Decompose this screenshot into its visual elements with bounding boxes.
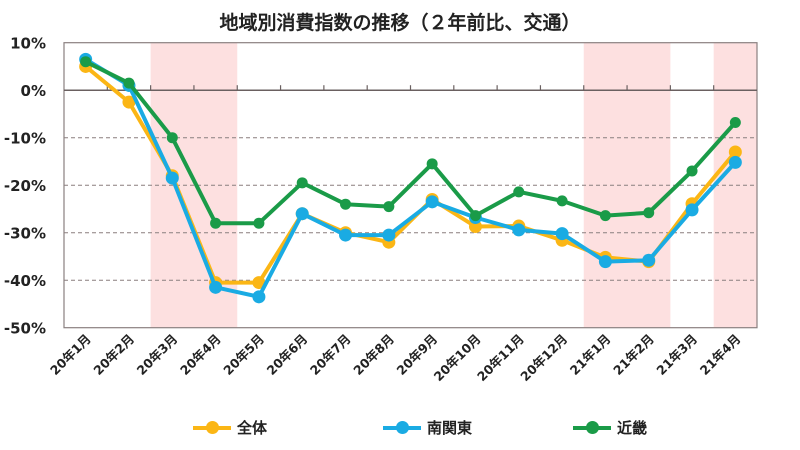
y-tick-label: 0% — [21, 82, 46, 100]
legend-marker — [206, 420, 219, 434]
x-tick-label: 20年7月 — [307, 331, 354, 378]
legend-marker — [586, 420, 599, 434]
data-point-1 — [209, 280, 223, 294]
legend-marker — [396, 420, 409, 434]
x-tick-label: 21年3月 — [653, 331, 700, 378]
x-tick-label: 20年4月 — [177, 331, 224, 378]
chart-title: 地域別消費指数の推移（２年前比、交通） — [219, 12, 581, 34]
series-line-1 — [84, 57, 737, 299]
data-point-1 — [295, 207, 309, 221]
x-tick-label: 20年3月 — [134, 331, 181, 378]
legend-label: 南関東 — [427, 419, 473, 437]
x-tick-label: 21年4月 — [697, 331, 744, 378]
legend-swatch — [573, 420, 611, 434]
data-point-1 — [382, 228, 396, 242]
data-point-1 — [165, 171, 179, 185]
data-point-1 — [555, 227, 569, 241]
x-tick-label: 20年6月 — [264, 331, 311, 378]
data-point-2 — [729, 117, 741, 128]
x-tick-label: 20年2月 — [90, 331, 137, 378]
data-point-2 — [166, 132, 178, 144]
data-point-2 — [643, 207, 655, 219]
legend-label: 全体 — [237, 419, 268, 437]
data-point-2 — [426, 158, 438, 170]
data-point-1 — [728, 155, 742, 169]
data-point-0 — [122, 95, 136, 109]
data-point-2 — [383, 201, 395, 213]
series-line-2 — [84, 59, 737, 226]
y-tick-label: 10% — [10, 35, 46, 53]
data-point-2 — [513, 186, 525, 198]
x-tick-label: 20年12月 — [517, 331, 570, 384]
legend-swatch — [383, 420, 421, 434]
data-point-1 — [425, 195, 439, 209]
x-tick-label: 21年1月 — [567, 331, 614, 378]
data-point-1 — [512, 223, 526, 237]
data-point-2 — [253, 217, 265, 229]
legend-item-1: 南関東 — [383, 417, 472, 438]
legend-item-2: 近畿 — [573, 417, 647, 438]
data-point-2 — [599, 210, 611, 222]
data-point-2 — [469, 210, 481, 222]
legend-label: 近畿 — [617, 419, 648, 437]
data-point-0 — [468, 220, 482, 234]
legend-item-0: 全体 — [193, 417, 267, 438]
y-tick-label: -10% — [4, 130, 46, 148]
data-point-2 — [210, 217, 222, 229]
data-point-2 — [340, 198, 352, 210]
data-point-2 — [556, 195, 568, 207]
x-tick-label: 21年2月 — [610, 331, 657, 378]
data-point-2 — [686, 165, 698, 177]
data-point-0 — [728, 145, 742, 159]
y-tick-label: -20% — [4, 177, 46, 195]
y-tick-label: -30% — [4, 225, 46, 243]
data-point-0 — [252, 276, 266, 290]
legend-swatch — [193, 420, 231, 434]
data-point-1 — [642, 253, 656, 267]
plot-frame — [63, 42, 758, 329]
data-point-1 — [252, 290, 266, 304]
y-tick-label: -50% — [4, 320, 46, 338]
x-tick-label: 20年1月 — [47, 331, 94, 378]
data-point-2 — [123, 77, 135, 89]
y-tick-label: -40% — [4, 272, 46, 290]
x-tick-label: 20年5月 — [220, 331, 267, 378]
x-tick-label: 20年8月 — [350, 331, 397, 378]
data-point-2 — [80, 56, 92, 68]
data-point-1 — [339, 228, 353, 242]
data-point-2 — [296, 177, 308, 189]
data-point-1 — [685, 203, 699, 217]
data-point-1 — [598, 255, 612, 269]
